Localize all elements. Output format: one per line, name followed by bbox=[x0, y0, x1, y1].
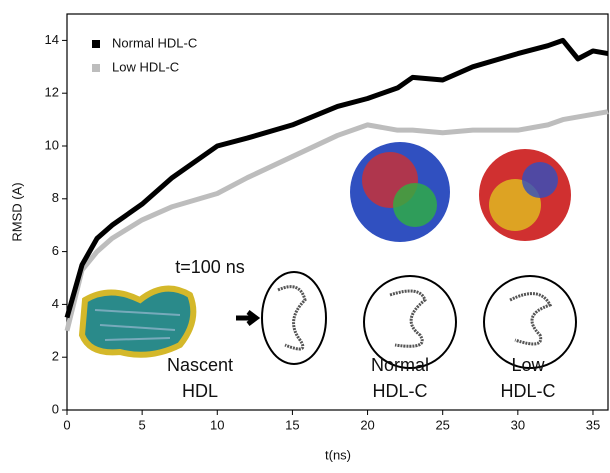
annotation: HDL bbox=[182, 381, 218, 401]
x-axis-label: t(ns) bbox=[325, 447, 351, 462]
y-tick-label: 8 bbox=[52, 190, 59, 205]
annotation: Low bbox=[511, 355, 545, 375]
y-tick-label: 14 bbox=[45, 32, 59, 47]
annotation: Nascent bbox=[167, 355, 233, 375]
x-tick-label: 30 bbox=[511, 417, 525, 432]
annotation: HDL-C bbox=[500, 381, 555, 401]
legend-label: Normal HDL-C bbox=[112, 35, 197, 50]
plot-frame bbox=[66, 13, 609, 411]
legend-label: Low HDL-C bbox=[112, 59, 179, 74]
series-line bbox=[64, 109, 609, 332]
y-tick-label: 10 bbox=[45, 137, 59, 152]
x-tick-label: 20 bbox=[360, 417, 374, 432]
x-tick-label: 25 bbox=[435, 417, 449, 432]
x-tick-label: 15 bbox=[285, 417, 299, 432]
annotation: HDL-C bbox=[372, 381, 427, 401]
y-axis-label: RMSD (A) bbox=[9, 182, 24, 241]
y-tick-label: 4 bbox=[52, 296, 59, 311]
series-line bbox=[64, 37, 609, 319]
annotation: t=100 ns bbox=[175, 257, 245, 277]
x-tick-label: 35 bbox=[586, 417, 600, 432]
y-tick-label: 6 bbox=[52, 243, 59, 258]
inset-images bbox=[78, 142, 577, 369]
y-tick-label: 2 bbox=[52, 349, 59, 364]
x-tick-label: 5 bbox=[139, 417, 146, 432]
y-tick-label: 0 bbox=[52, 401, 59, 416]
legend-swatch bbox=[92, 64, 100, 72]
y-tick-label: 12 bbox=[45, 85, 59, 100]
x-tick-label: 10 bbox=[210, 417, 224, 432]
legend-swatch bbox=[92, 40, 100, 48]
annotation: Normal bbox=[371, 355, 429, 375]
x-tick-label: 0 bbox=[63, 417, 70, 432]
